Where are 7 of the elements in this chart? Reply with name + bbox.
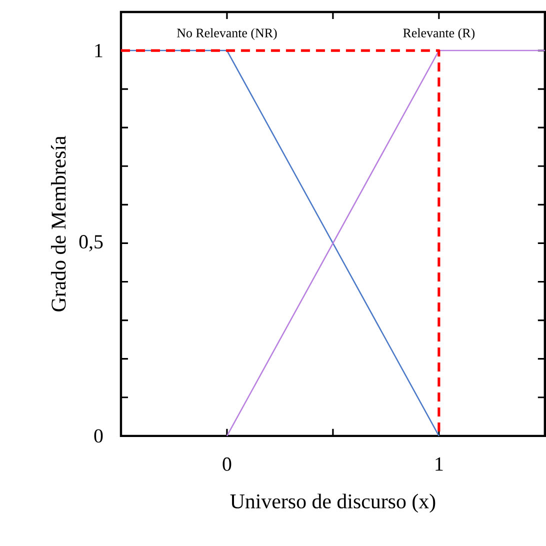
x-axis-title: Universo de discurso (x): [230, 494, 436, 513]
y-tick-label: 0,5: [79, 235, 103, 252]
y-tick-label: 0: [94, 429, 103, 443]
y-tick-label: 1: [95, 44, 102, 58]
series-label: No Relevante (NR): [176, 28, 277, 40]
y-axis-title: Grado de Membresía: [50, 136, 66, 312]
series-label: Relevante (R): [403, 28, 475, 40]
